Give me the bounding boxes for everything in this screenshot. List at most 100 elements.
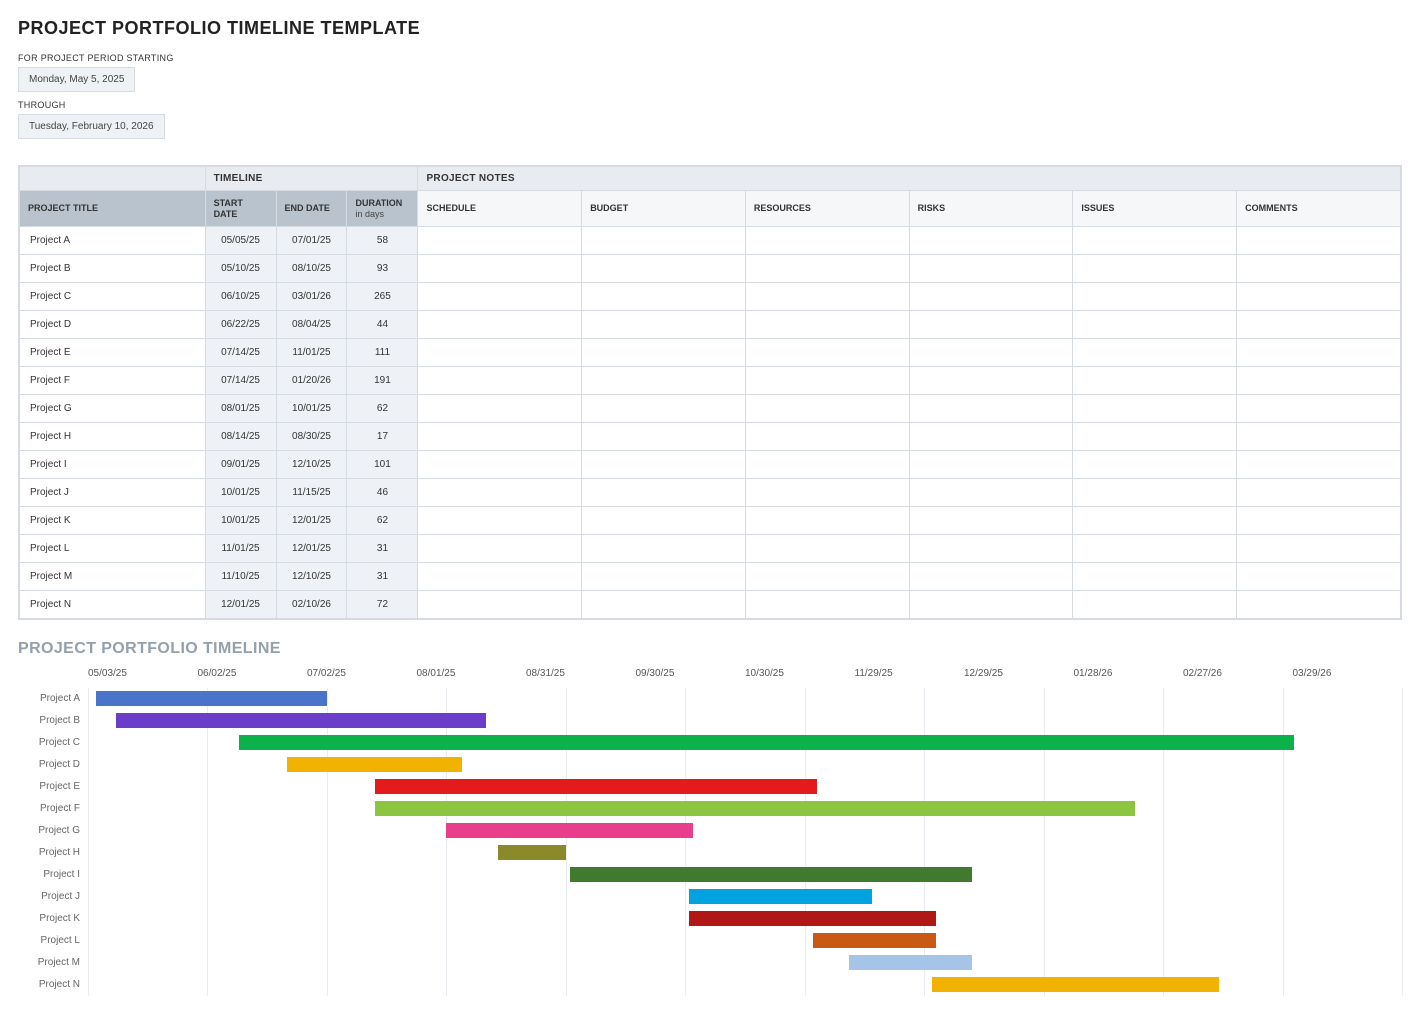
cell-risks[interactable] [909,227,1073,255]
cell-title[interactable]: Project D [20,311,206,339]
cell-comments[interactable] [1237,479,1401,507]
cell-title[interactable]: Project B [20,255,206,283]
cell-risks[interactable] [909,507,1073,535]
cell-resources[interactable] [745,283,909,311]
cell-title[interactable]: Project L [20,535,206,563]
cell-start[interactable]: 09/01/25 [205,451,276,479]
cell-budget[interactable] [582,423,746,451]
cell-end[interactable]: 12/10/25 [276,451,347,479]
cell-budget[interactable] [582,591,746,619]
cell-budget[interactable] [582,283,746,311]
cell-comments[interactable] [1237,255,1401,283]
cell-schedule[interactable] [418,563,582,591]
cell-schedule[interactable] [418,283,582,311]
cell-end[interactable]: 07/01/25 [276,227,347,255]
cell-budget[interactable] [582,451,746,479]
cell-start[interactable]: 05/05/25 [205,227,276,255]
cell-start[interactable]: 08/01/25 [205,395,276,423]
cell-risks[interactable] [909,311,1073,339]
cell-title[interactable]: Project N [20,591,206,619]
cell-resources[interactable] [745,479,909,507]
cell-end[interactable]: 08/04/25 [276,311,347,339]
cell-schedule[interactable] [418,395,582,423]
cell-comments[interactable] [1237,311,1401,339]
cell-schedule[interactable] [418,255,582,283]
cell-resources[interactable] [745,339,909,367]
cell-start[interactable]: 06/10/25 [205,283,276,311]
cell-issues[interactable] [1073,563,1237,591]
cell-comments[interactable] [1237,423,1401,451]
cell-risks[interactable] [909,283,1073,311]
cell-end[interactable]: 12/01/25 [276,507,347,535]
period-start-date[interactable]: Monday, May 5, 2025 [18,67,135,92]
cell-schedule[interactable] [418,367,582,395]
cell-start[interactable]: 11/10/25 [205,563,276,591]
cell-issues[interactable] [1073,255,1237,283]
cell-end[interactable]: 10/01/25 [276,395,347,423]
cell-start[interactable]: 10/01/25 [205,507,276,535]
cell-resources[interactable] [745,423,909,451]
cell-comments[interactable] [1237,451,1401,479]
cell-budget[interactable] [582,227,746,255]
cell-comments[interactable] [1237,535,1401,563]
cell-schedule[interactable] [418,535,582,563]
cell-end[interactable]: 03/01/26 [276,283,347,311]
cell-schedule[interactable] [418,507,582,535]
cell-title[interactable]: Project F [20,367,206,395]
cell-issues[interactable] [1073,367,1237,395]
cell-budget[interactable] [582,339,746,367]
cell-start[interactable]: 12/01/25 [205,591,276,619]
cell-budget[interactable] [582,367,746,395]
cell-start[interactable]: 07/14/25 [205,339,276,367]
cell-start[interactable]: 06/22/25 [205,311,276,339]
cell-budget[interactable] [582,535,746,563]
cell-comments[interactable] [1237,563,1401,591]
cell-budget[interactable] [582,479,746,507]
cell-issues[interactable] [1073,423,1237,451]
cell-resources[interactable] [745,451,909,479]
cell-start[interactable]: 05/10/25 [205,255,276,283]
cell-budget[interactable] [582,311,746,339]
cell-resources[interactable] [745,563,909,591]
cell-schedule[interactable] [418,591,582,619]
cell-title[interactable]: Project K [20,507,206,535]
cell-resources[interactable] [745,311,909,339]
cell-comments[interactable] [1237,339,1401,367]
cell-issues[interactable] [1073,311,1237,339]
cell-title[interactable]: Project M [20,563,206,591]
cell-schedule[interactable] [418,311,582,339]
cell-issues[interactable] [1073,591,1237,619]
cell-start[interactable]: 11/01/25 [205,535,276,563]
cell-risks[interactable] [909,451,1073,479]
cell-issues[interactable] [1073,227,1237,255]
cell-title[interactable]: Project G [20,395,206,423]
cell-risks[interactable] [909,591,1073,619]
cell-issues[interactable] [1073,535,1237,563]
cell-risks[interactable] [909,479,1073,507]
cell-budget[interactable] [582,507,746,535]
cell-resources[interactable] [745,227,909,255]
cell-title[interactable]: Project A [20,227,206,255]
cell-title[interactable]: Project J [20,479,206,507]
cell-comments[interactable] [1237,283,1401,311]
cell-issues[interactable] [1073,395,1237,423]
cell-issues[interactable] [1073,451,1237,479]
cell-end[interactable]: 11/15/25 [276,479,347,507]
cell-comments[interactable] [1237,367,1401,395]
cell-start[interactable]: 10/01/25 [205,479,276,507]
cell-title[interactable]: Project C [20,283,206,311]
cell-schedule[interactable] [418,227,582,255]
cell-end[interactable]: 01/20/26 [276,367,347,395]
cell-risks[interactable] [909,255,1073,283]
cell-resources[interactable] [745,591,909,619]
cell-risks[interactable] [909,339,1073,367]
cell-budget[interactable] [582,255,746,283]
cell-end[interactable]: 12/01/25 [276,535,347,563]
cell-issues[interactable] [1073,507,1237,535]
cell-issues[interactable] [1073,283,1237,311]
cell-comments[interactable] [1237,507,1401,535]
cell-schedule[interactable] [418,451,582,479]
cell-end[interactable]: 02/10/26 [276,591,347,619]
cell-title[interactable]: Project H [20,423,206,451]
cell-resources[interactable] [745,535,909,563]
